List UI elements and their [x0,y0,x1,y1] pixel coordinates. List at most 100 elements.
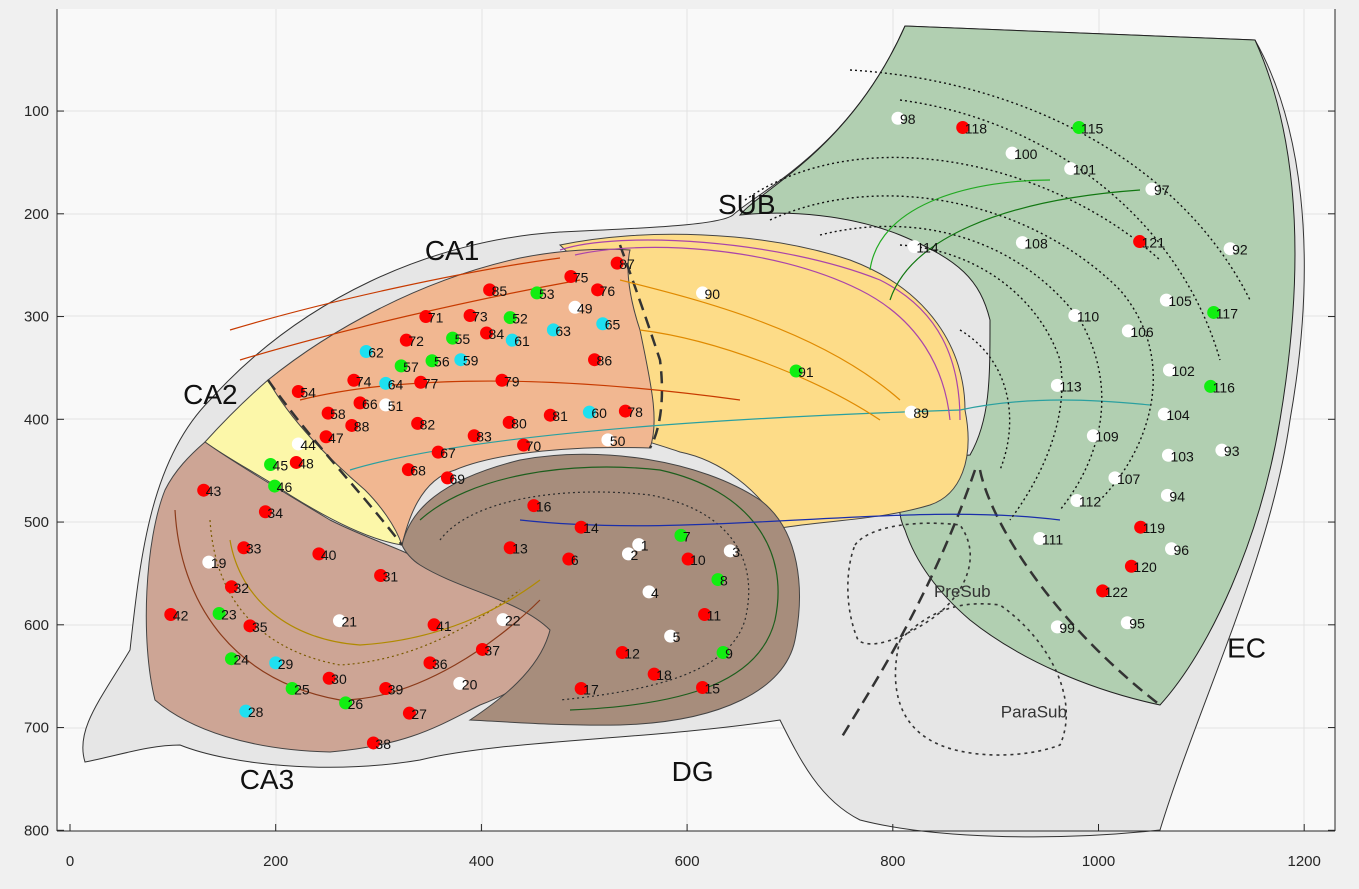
neuron-point-34[interactable] [258,505,272,519]
neuron-point-11[interactable] [698,608,712,622]
neuron-point-54[interactable] [291,385,305,399]
neuron-point-83[interactable] [467,429,481,443]
neuron-point-18[interactable] [647,667,661,681]
neuron-point-60[interactable] [582,405,596,419]
neuron-point-90[interactable] [696,286,710,300]
neuron-point-94[interactable] [1160,488,1174,502]
neuron-point-70[interactable] [517,438,531,452]
neuron-point-81[interactable] [543,408,557,422]
neuron-point-77[interactable] [414,375,428,389]
neuron-point-98[interactable] [891,111,905,125]
neuron-point-119[interactable] [1134,520,1148,534]
neuron-point-6[interactable] [562,552,576,566]
neuron-point-38[interactable] [366,736,380,750]
neuron-point-32[interactable] [224,580,238,594]
neuron-point-43[interactable] [197,483,211,497]
neuron-point-63[interactable] [546,323,560,337]
neuron-point-87[interactable] [610,256,624,270]
neuron-point-20[interactable] [453,676,467,690]
neuron-point-103[interactable] [1161,448,1175,462]
neuron-point-71[interactable] [419,310,433,324]
neuron-point-68[interactable] [401,463,415,477]
neuron-point-14[interactable] [574,520,588,534]
neuron-point-114[interactable] [907,240,921,254]
neuron-point-53[interactable] [530,286,544,300]
neuron-point-56[interactable] [425,354,439,368]
neuron-point-23[interactable] [212,606,226,620]
neuron-point-85[interactable] [483,283,497,297]
neuron-point-2[interactable] [621,547,635,561]
neuron-point-50[interactable] [601,433,615,447]
neuron-point-89[interactable] [904,405,918,419]
neuron-point-91[interactable] [789,364,803,378]
neuron-point-22[interactable] [496,613,510,627]
neuron-point-15[interactable] [696,680,710,694]
neuron-point-75[interactable] [564,269,578,283]
neuron-point-66[interactable] [353,396,367,410]
neuron-point-30[interactable] [322,671,336,685]
neuron-point-122[interactable] [1096,584,1110,598]
neuron-point-109[interactable] [1086,429,1100,443]
neuron-point-9[interactable] [716,646,730,660]
neuron-point-79[interactable] [495,373,509,387]
neuron-point-121[interactable] [1133,235,1147,249]
neuron-point-120[interactable] [1124,559,1138,573]
neuron-point-59[interactable] [454,353,468,367]
neuron-point-16[interactable] [527,499,541,513]
neuron-point-3[interactable] [723,544,737,558]
neuron-point-26[interactable] [339,696,353,710]
neuron-point-46[interactable] [268,479,282,493]
neuron-point-36[interactable] [423,656,437,670]
neuron-point-101[interactable] [1064,162,1078,176]
neuron-point-108[interactable] [1015,236,1029,250]
neuron-point-21[interactable] [332,614,346,628]
neuron-point-112[interactable] [1070,493,1084,507]
neuron-point-76[interactable] [591,283,605,297]
neuron-point-65[interactable] [596,317,610,331]
neuron-point-52[interactable] [503,311,517,325]
neuron-point-8[interactable] [711,573,725,587]
neuron-point-99[interactable] [1050,620,1064,634]
neuron-point-41[interactable] [427,618,441,632]
neuron-point-106[interactable] [1121,324,1135,338]
neuron-point-62[interactable] [359,344,373,358]
neuron-point-88[interactable] [345,418,359,432]
neuron-point-40[interactable] [312,547,326,561]
neuron-point-116[interactable] [1204,379,1218,393]
neuron-point-96[interactable] [1165,542,1179,556]
neuron-point-12[interactable] [615,646,629,660]
neuron-point-17[interactable] [574,682,588,696]
neuron-point-86[interactable] [588,353,602,367]
neuron-point-74[interactable] [347,373,361,387]
neuron-point-19[interactable] [202,555,216,569]
neuron-point-115[interactable] [1072,120,1086,134]
neuron-point-55[interactable] [446,331,460,345]
neuron-point-73[interactable] [463,309,477,323]
neuron-point-117[interactable] [1207,305,1221,319]
neuron-point-37[interactable] [475,642,489,656]
neuron-point-113[interactable] [1050,378,1064,392]
neuron-point-42[interactable] [164,608,178,622]
neuron-point-13[interactable] [503,541,517,555]
neuron-point-47[interactable] [319,430,333,444]
neuron-point-107[interactable] [1108,471,1122,485]
neuron-point-1[interactable] [632,538,646,552]
neuron-point-25[interactable] [285,682,299,696]
neuron-point-78[interactable] [618,404,632,418]
neuron-point-31[interactable] [374,568,388,582]
neuron-point-72[interactable] [399,333,413,347]
neuron-point-4[interactable] [642,585,656,599]
neuron-point-105[interactable] [1159,293,1173,307]
neuron-point-49[interactable] [568,300,582,314]
neuron-point-93[interactable] [1215,443,1229,457]
neuron-point-35[interactable] [243,619,257,633]
neuron-point-84[interactable] [480,326,494,340]
neuron-point-67[interactable] [431,445,445,459]
neuron-point-44[interactable] [291,437,305,451]
neuron-point-80[interactable] [502,415,516,429]
neuron-point-10[interactable] [681,552,695,566]
neuron-point-100[interactable] [1005,146,1019,160]
neuron-point-61[interactable] [505,333,519,347]
neuron-point-39[interactable] [379,682,393,696]
neuron-point-102[interactable] [1162,363,1176,377]
